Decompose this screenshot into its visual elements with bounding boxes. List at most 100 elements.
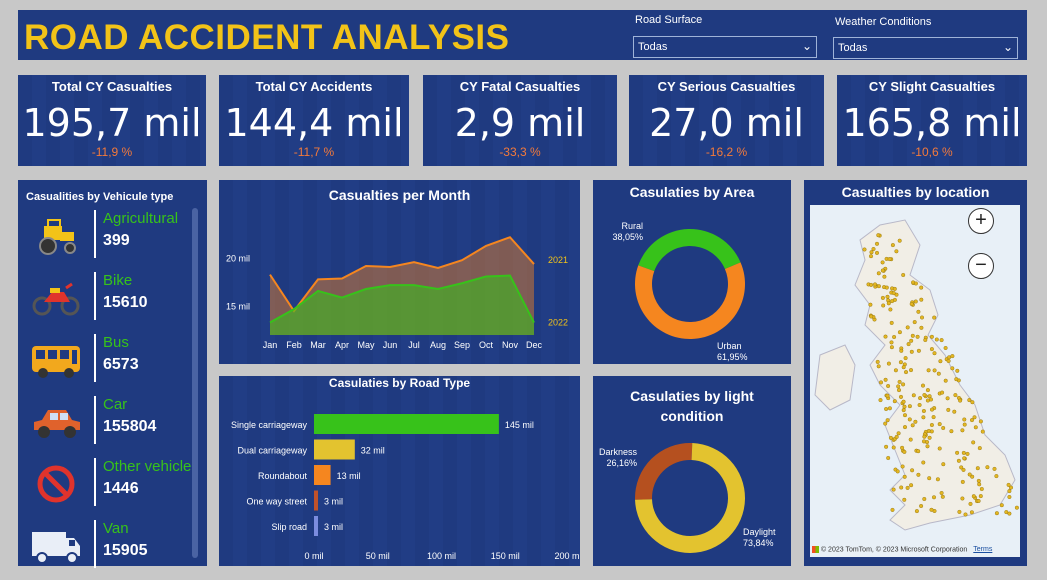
map-point: [961, 467, 966, 472]
zoom-out-button[interactable]: −: [968, 253, 994, 279]
map-point: [901, 408, 906, 413]
separator: [94, 272, 96, 320]
map-point: [950, 354, 955, 359]
slice-label: Darkness: [599, 447, 638, 457]
terms-link[interactable]: Terms: [973, 546, 993, 553]
map-point: [937, 446, 942, 451]
map-point: [892, 334, 897, 339]
map-point: [927, 476, 932, 481]
map-point: [960, 496, 965, 501]
map-point: [935, 477, 940, 482]
map-point: [869, 254, 874, 259]
header-bar: ROAD ACCIDENT ANALYSIS Road Surface Toda…: [18, 10, 1027, 60]
map-point: [929, 347, 934, 352]
map-point: [977, 482, 982, 487]
map-point: [924, 440, 929, 445]
map-point: [967, 398, 972, 403]
map-point: [943, 378, 948, 383]
map-point: [922, 497, 927, 502]
map-point: [963, 512, 968, 517]
map-point: [954, 377, 959, 382]
kpi-total-accidents[interactable]: Total CY Accidents 144,4 mil -11,7 %: [219, 75, 409, 166]
list-item[interactable]: Bus 6573: [18, 332, 198, 390]
map-point: [880, 268, 885, 273]
list-item[interactable]: Agricultural 399: [18, 208, 198, 266]
map-point: [869, 250, 874, 255]
x-tick-label: 150 mil: [491, 551, 520, 561]
series-area-2022: [270, 275, 534, 335]
weather-select[interactable]: Todas ⌄: [833, 37, 1018, 59]
map-point: [916, 348, 921, 353]
donut-slice: [635, 262, 745, 339]
map-point: [892, 286, 897, 291]
list-item[interactable]: Other vehicle 1446: [18, 456, 198, 514]
map-point: [918, 396, 923, 401]
map-point: [962, 456, 967, 461]
map-point: [978, 494, 983, 499]
road-surface-select[interactable]: Todas ⌄: [633, 36, 817, 58]
map-point: [912, 320, 917, 325]
kpi-value: 144,4 mil: [224, 101, 404, 145]
map-point: [880, 295, 885, 300]
map-point: [922, 434, 927, 439]
map-point: [871, 247, 876, 252]
x-tick-label: 50 mil: [366, 551, 390, 561]
map-point: [883, 334, 888, 339]
map-point: [929, 334, 934, 339]
map-point: [898, 360, 903, 365]
map-point: [943, 345, 948, 350]
map-point: [913, 419, 918, 424]
month-chart: 2021 2022 Jan Feb Mar Apr May Jun Jul Aug Sep Oct No…: [226, 236, 568, 350]
kpi-fatal-casualties[interactable]: CY Fatal Casualties 2,9 mil -33,3 %: [423, 75, 617, 166]
scrollbar[interactable]: [192, 208, 198, 558]
slice-value-label: 73,84%: [743, 538, 774, 548]
map-point: [971, 494, 976, 499]
x-tick-label: Feb: [286, 340, 302, 350]
map-point: [949, 429, 954, 434]
map-point: [878, 380, 883, 385]
map-point: [883, 377, 888, 382]
map-point: [888, 307, 893, 312]
x-tick-label: Oct: [479, 340, 494, 350]
map-point: [898, 394, 903, 399]
bar-value-label: 145 mil: [505, 420, 534, 430]
bar: [314, 439, 355, 460]
kpi-total-casualties[interactable]: Total CY Casualties 195,7 mil -11,9 %: [18, 75, 206, 166]
light-chart-panel[interactable]: Casulaties by light condition Darkness 26…: [593, 376, 791, 566]
map-point: [1007, 489, 1012, 494]
map-point: [909, 483, 914, 488]
map-point: [934, 337, 939, 342]
separator: [94, 458, 96, 506]
road-type-panel[interactable]: Casulaties by Road Type Single carriagew…: [219, 376, 580, 566]
map-point: [959, 465, 964, 470]
map-point: [894, 434, 899, 439]
list-item[interactable]: Bike 15610: [18, 270, 198, 328]
kpi-value: 165,8 mil: [842, 101, 1022, 145]
kpi-serious-casualties[interactable]: CY Serious Casualties 27,0 mil -16,2 %: [629, 75, 824, 166]
map-view[interactable]: + − © 2023 TomTom, © 2023 Microsoft Corp…: [810, 205, 1020, 557]
kpi-slight-casualties[interactable]: CY Slight Casualties 165,8 mil -10,6 %: [837, 75, 1027, 166]
map-point: [978, 419, 983, 424]
list-item[interactable]: Van 15905: [18, 518, 198, 576]
x-tick-label: 0 mil: [304, 551, 323, 561]
map-point: [874, 241, 879, 246]
map-point: [931, 495, 936, 500]
map-point: [957, 509, 962, 514]
map-point: [940, 390, 945, 395]
area-chart-panel[interactable]: Casulaties by Area Rural 38,05% Urban 61,95…: [593, 180, 791, 364]
kpi-label: CY Slight Casualties: [868, 79, 996, 94]
map-point: [887, 406, 892, 411]
x-tick-label: Jun: [383, 340, 398, 350]
attribution-text: © 2023 TomTom, © 2023 Microsoft Corporat…: [820, 546, 968, 553]
month-chart-panel[interactable]: Casualties per Month 2021 2022 Jan Feb Mar Ap…: [219, 180, 580, 364]
map-point: [914, 509, 919, 514]
kpi-value: 27,0 mil: [649, 101, 804, 145]
map-point: [916, 449, 921, 454]
map-point: [908, 368, 913, 373]
zoom-in-button[interactable]: +: [968, 208, 994, 234]
map-points: [862, 233, 1019, 517]
map-point: [899, 348, 904, 353]
bar: [314, 490, 318, 511]
list-item[interactable]: Car 155804: [18, 394, 198, 452]
microsoft-logo-icon: [812, 545, 819, 553]
